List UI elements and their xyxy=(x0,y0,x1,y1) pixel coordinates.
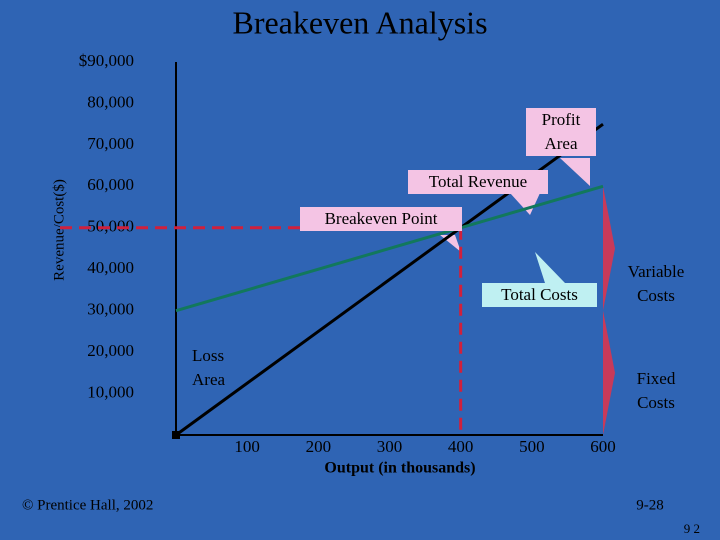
loss-area-label: Loss Area xyxy=(192,346,226,389)
total-revenue-label: Total Revenue xyxy=(408,170,548,194)
callout-tail xyxy=(560,158,590,186)
y-tick-label: 40,000 xyxy=(87,258,134,277)
breakeven-label: Breakeven Point xyxy=(300,207,462,231)
y-tick-label: $90,000 xyxy=(79,51,134,70)
x-tick-label: 100 xyxy=(234,437,260,456)
x-tick-label: 300 xyxy=(377,437,403,456)
footer-copyright: © Prentice Hall, 2002 xyxy=(22,497,153,513)
footer-page: 9-28 xyxy=(636,497,664,513)
y-tick-label: 70,000 xyxy=(87,134,134,153)
series-line xyxy=(175,184,604,313)
y-axis-label: Revenue/Cost($) xyxy=(51,179,67,281)
y-tick-label: 50,000 xyxy=(87,217,134,236)
x-axis-label: Output (in thousands) xyxy=(324,460,475,477)
profit-area-label: Profit Area xyxy=(526,108,596,156)
callout-tail xyxy=(510,193,540,215)
fixed-cost-bracket xyxy=(603,310,615,435)
y-tick-label: 80,000 xyxy=(87,92,134,111)
callout-tail xyxy=(535,252,565,283)
x-tick-label: 500 xyxy=(519,437,545,456)
x-tick-label: 200 xyxy=(306,437,332,456)
variable-costs-label: Variable Costs xyxy=(627,262,685,305)
fixed-costs-label: Fixed Costs xyxy=(636,369,676,412)
y-tick-label: 60,000 xyxy=(87,175,134,194)
y-tick-label: 30,000 xyxy=(87,300,134,319)
x-tick-label: 400 xyxy=(448,437,474,456)
callout-tail xyxy=(440,235,461,252)
y-tick-label: 10,000 xyxy=(87,382,134,401)
y-tick-label: 20,000 xyxy=(87,341,134,360)
x-tick-label: 600 xyxy=(590,437,616,456)
footer-number: 9 2 xyxy=(684,521,700,536)
total-costs-label: Total Costs xyxy=(482,283,597,307)
variable-cost-bracket xyxy=(603,186,615,311)
chart-title: Breakeven Analysis xyxy=(232,4,487,40)
